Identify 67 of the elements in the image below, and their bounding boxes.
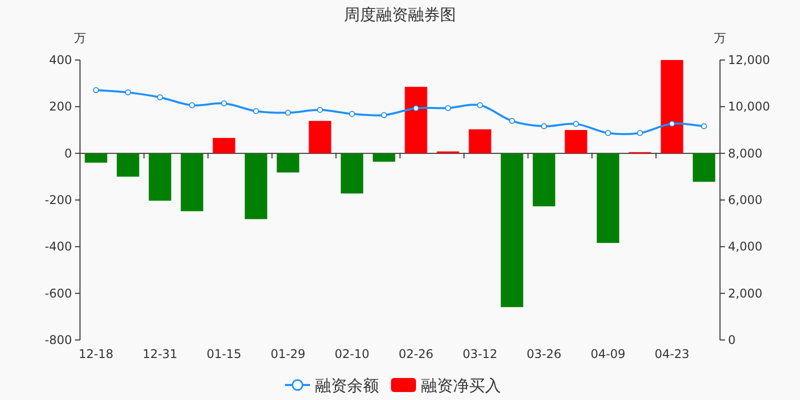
y-axis-title: 万 [74,31,86,45]
bar [532,153,556,206]
bar [276,153,300,172]
point [701,123,707,130]
point [573,120,579,127]
point [349,110,355,117]
point [509,118,515,124]
x-tick-label: 12-31 [142,347,178,361]
bar [564,130,588,154]
point [541,123,547,130]
x-tick-label: 04-09 [590,347,626,361]
bar [596,153,620,243]
point [285,110,291,116]
point [189,102,195,108]
x-tick-label: 02-26 [398,347,434,361]
y2-tick-label: 6,000 [728,193,762,207]
point [221,100,227,106]
point [157,94,163,100]
bar [148,153,172,201]
point [605,130,611,136]
x-tick-label: 03-26 [526,347,562,361]
legend-label: 融资余额 [315,376,379,395]
y2-tick-label: 10,000 [728,100,770,114]
bar [244,153,268,220]
y-tick-label: -800 [44,333,72,347]
y-tick-label: 0 [64,146,72,160]
bar [340,153,364,194]
x-tick-label: 01-29 [270,347,306,361]
point [253,108,259,114]
y2-tick-label: 4,000 [728,240,762,254]
point [445,105,451,112]
bar [468,129,492,154]
bar [180,153,204,212]
point [669,120,675,127]
y2-axis-title: 万 [714,31,726,45]
x-tick-label: 12-18 [78,347,114,361]
x-tick-label: 04-23 [654,347,690,361]
point [125,89,131,96]
bar [692,153,716,182]
x-tick-label: 03-12 [462,347,498,361]
y-tick-label: 200 [49,100,72,114]
bar [212,138,236,154]
point [413,105,419,112]
point [381,112,387,118]
bar [500,153,524,308]
y2-tick-label: 0 [728,333,736,347]
point [477,102,483,108]
x-tick-label: 02-10 [334,347,370,361]
bar [84,153,108,163]
chart-title: 周度融资融券图 [344,5,456,24]
legend-label: 融资净买入 [421,376,501,395]
bar [372,153,396,162]
y-tick-label: -400 [44,240,72,254]
point [637,130,643,136]
y2-tick-label: 12,000 [728,53,770,67]
point [93,87,99,94]
bar [404,86,428,154]
y-tick-label: -200 [44,193,72,207]
point [317,106,323,113]
bar [116,153,140,177]
bar [660,60,684,154]
y2-tick-label: 2,000 [728,286,762,300]
y-tick-label: 400 [49,53,72,67]
y-tick-label: -600 [44,286,72,300]
x-tick-label: 01-15 [206,347,242,361]
y2-tick-label: 8,000 [728,146,762,160]
bar [308,120,332,154]
